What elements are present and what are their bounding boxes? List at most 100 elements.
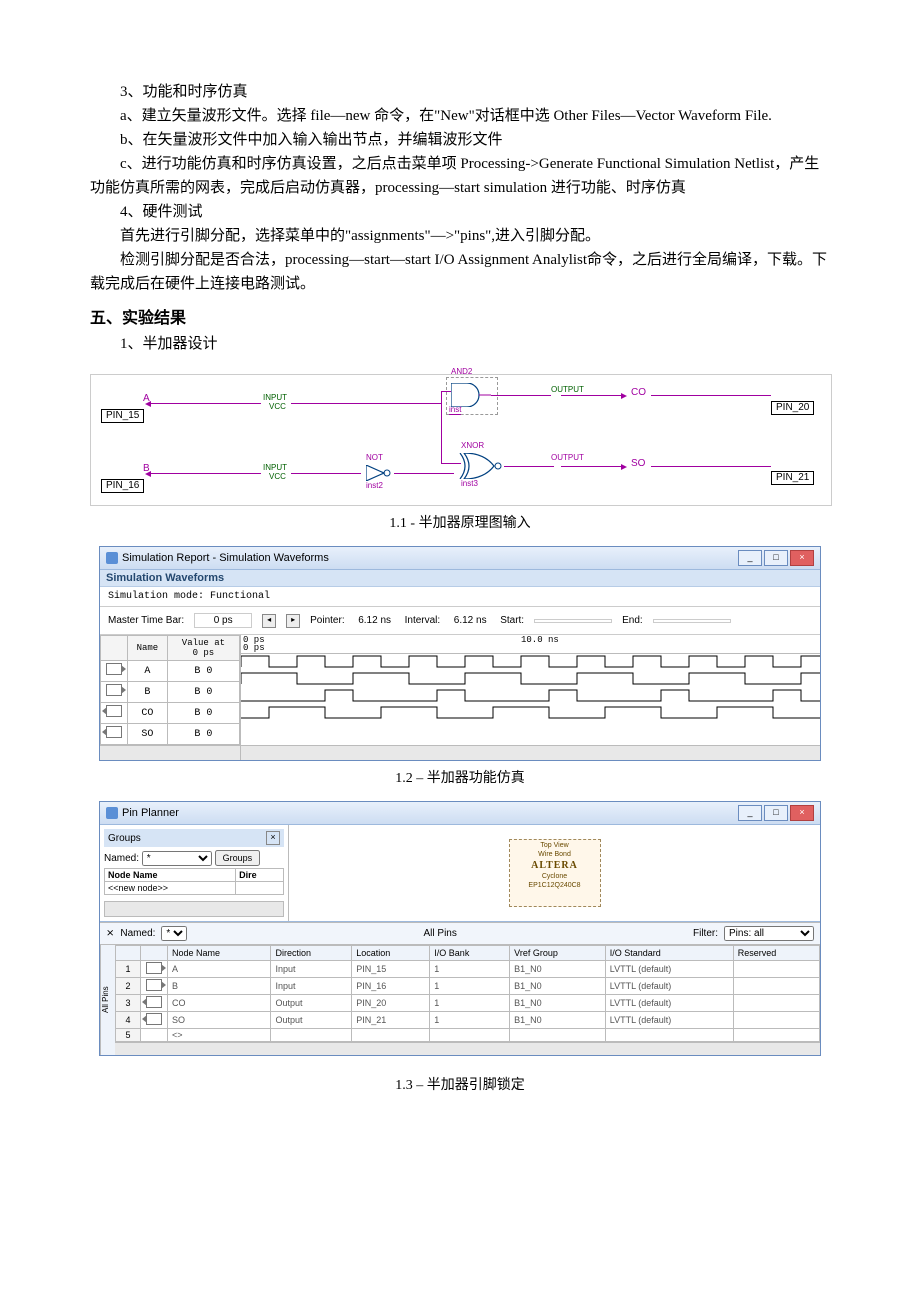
close-button[interactable]: × (790, 550, 814, 566)
pin-16: PIN_16 (101, 479, 144, 493)
pin-out-icon (146, 996, 162, 1008)
pp-title: Pin Planner (122, 807, 179, 819)
interval-label: Interval: (405, 615, 441, 626)
pin-planner-window: Pin Planner _ □ × Groups × Named: * Grou… (99, 801, 821, 1056)
signal-row[interactable]: A B 0 (101, 661, 240, 682)
signal-value: B 0 (167, 724, 239, 745)
pin-out-icon (146, 1013, 162, 1025)
pp-row[interactable]: 3 COOutputPIN_201B1_N0LVTTL (default) (116, 995, 820, 1012)
masterbar-label: Master Time Bar: (108, 615, 184, 626)
and-gate-label: AND2 (451, 367, 472, 376)
col-value: Value at 0 ps (167, 636, 239, 661)
and-gate (451, 383, 491, 407)
interval-value: 6.12 ns (450, 615, 490, 626)
groups-title: Groups (108, 833, 141, 844)
pin-21: PIN_21 (771, 471, 814, 485)
pin-20: PIN_20 (771, 401, 814, 415)
xnor-gate (456, 453, 504, 479)
quartus-icon (106, 552, 118, 564)
pp-named-label: Named: (120, 928, 155, 939)
pointer-label: Pointer: (310, 615, 344, 626)
pp-row[interactable]: 5 <> (116, 1029, 820, 1042)
chip-wirebond: Wire Bond (510, 851, 600, 858)
nav-right-button[interactable]: ▸ (286, 614, 300, 628)
pp-named-select[interactable]: * (161, 926, 187, 941)
caption-1-1: 1.1 - 半加器原理图输入 (90, 512, 830, 532)
sim-signal-table: Name Value at 0 ps A B 0 B B 0 CO B 0 SO… (100, 635, 241, 745)
pp-col-header[interactable]: Reserved (733, 946, 819, 961)
minimize-button[interactable]: _ (738, 550, 762, 566)
masterbar-value[interactable]: 0 ps (194, 613, 252, 628)
signal-name: B (128, 682, 168, 703)
pp-col-header[interactable]: Vref Group (510, 946, 606, 961)
para-3: 3、功能和时序仿真 (90, 80, 830, 104)
pp-midbar: ⨯ Named: * All Pins Filter: Pins: all (100, 922, 820, 945)
end-label: End: (622, 615, 643, 626)
sim-scrollbar[interactable] (100, 745, 820, 760)
pp-col-header[interactable] (116, 946, 141, 961)
pp-scrollbar[interactable] (115, 1042, 820, 1055)
schematic-half-adder: A INPUT VCC PIN_15 B INPUT VCC PIN_16 AN… (90, 374, 832, 506)
chip-topview: Top View (510, 842, 600, 849)
pointer-value: 6.12 ns (355, 615, 395, 626)
para-5-1: 1、半加器设计 (90, 332, 830, 356)
pp-maximize-button[interactable]: □ (764, 805, 788, 821)
groups-named-label: Named: (104, 853, 139, 864)
ruler-t0b: 0 ps (243, 643, 265, 653)
pp-col-header[interactable]: Location (352, 946, 430, 961)
signal-name: SO (128, 724, 168, 745)
pin-in-icon (146, 979, 162, 991)
pp-col-header[interactable] (141, 946, 168, 961)
signal-row[interactable]: CO B 0 (101, 703, 240, 724)
sim-wave-area[interactable]: 0 ps 0 ps 10.0 ns (241, 635, 820, 745)
signal-value: B 0 (167, 703, 239, 724)
pp-col-header[interactable]: I/O Bank (430, 946, 510, 961)
groups-button[interactable]: Groups (215, 850, 261, 866)
pp-col-header[interactable]: Direction (271, 946, 352, 961)
groups-newnode[interactable]: <<new node>> (105, 882, 236, 895)
not-gate (366, 465, 394, 481)
para-4: 4、硬件测试 (90, 200, 830, 224)
inst-xnor: inst3 (461, 479, 478, 488)
signal-out-icon (106, 726, 122, 738)
groups-scrollbar[interactable] (104, 901, 284, 917)
start-value[interactable] (534, 619, 612, 623)
pp-col-header[interactable]: Node Name (168, 946, 271, 961)
signal-value: B 0 (167, 682, 239, 703)
chip-part: EP1C12Q240C8 (510, 882, 600, 889)
pp-titlebar[interactable]: Pin Planner _ □ × (100, 802, 820, 825)
output-so-label: SO (631, 458, 645, 469)
para-4a: 首先进行引脚分配，选择菜单中的"assignments"—>"pins",进入引… (90, 224, 830, 248)
caption-1-3: 1.3 – 半加器引脚锁定 (90, 1074, 830, 1094)
signal-row[interactable]: SO B 0 (101, 724, 240, 745)
groups-named-select[interactable]: * (142, 851, 212, 866)
pp-allpins-tab[interactable]: All Pins (100, 945, 115, 1055)
sim-title: Simulation Report - Simulation Waveforms (122, 552, 329, 564)
col-name: Name (128, 636, 168, 661)
signal-row[interactable]: B B 0 (101, 682, 240, 703)
pin-15: PIN_15 (101, 409, 144, 423)
end-value[interactable] (653, 619, 731, 623)
pp-minimize-button[interactable]: _ (738, 805, 762, 821)
pp-filter-label: Filter: (693, 928, 718, 939)
nav-left-button[interactable]: ◂ (262, 614, 276, 628)
section-5-title: 五、实验结果 (90, 304, 830, 328)
pp-close-button[interactable]: × (790, 805, 814, 821)
groups-close-button[interactable]: × (266, 831, 280, 845)
input-a-vcc: VCC (269, 402, 286, 411)
pp-filter-select[interactable]: Pins: all (724, 926, 814, 941)
para-3a: a、建立矢量波形文件。选择 file—new 命令，在"New"对话框中选 Ot… (90, 104, 830, 128)
pp-chip-view[interactable]: Top View Wire Bond ALTERA Cyclone EP1C12… (289, 825, 820, 921)
maximize-button[interactable]: □ (764, 550, 788, 566)
pp-row[interactable]: 2 BInputPIN_161B1_N0LVTTL (default) (116, 978, 820, 995)
sim-titlebar[interactable]: Simulation Report - Simulation Waveforms… (100, 547, 820, 570)
pp-row[interactable]: 1 AInputPIN_151B1_N0LVTTL (default) (116, 961, 820, 978)
output-so-type: OUTPUT (551, 453, 584, 462)
signal-in-icon (106, 663, 122, 675)
sim-subhead: Simulation Waveforms (100, 570, 820, 587)
pp-sort-icon[interactable]: ⨯ (106, 928, 114, 939)
pp-row[interactable]: 4 SOOutputPIN_211B1_N0LVTTL (default) (116, 1012, 820, 1029)
output-co-type: OUTPUT (551, 385, 584, 394)
pp-col-header[interactable]: I/O Standard (605, 946, 733, 961)
signal-out-icon (106, 705, 122, 717)
